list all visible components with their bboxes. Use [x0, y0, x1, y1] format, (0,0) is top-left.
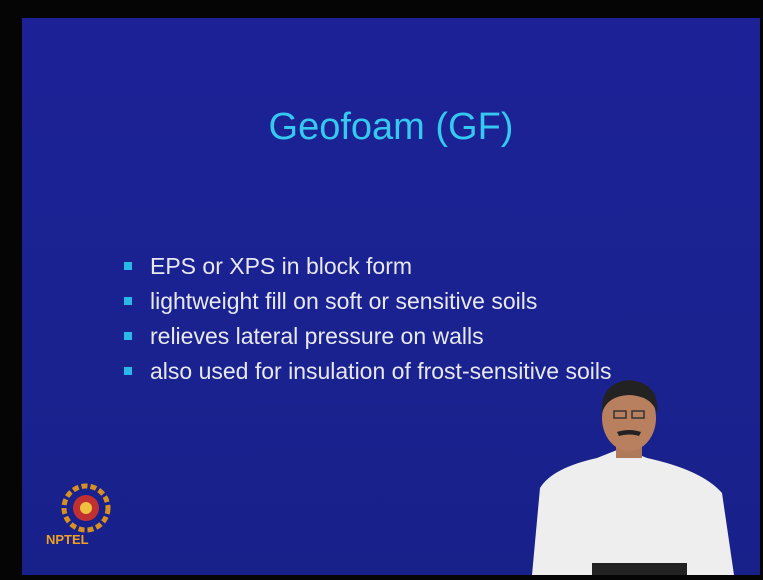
bullet: also used for insulation of frost-sensit…: [122, 357, 675, 385]
logo: [61, 483, 111, 533]
bullet: EPS or XPS in block form: [122, 252, 675, 280]
slide-title: Geofoam (GF): [268, 106, 514, 148]
bullet: relieves lateral pressure on walls: [122, 322, 675, 350]
logo-text: NPTEL: [46, 532, 89, 547]
bullet-list: EPS or XPS in block form lightweight fill…: [122, 252, 675, 392]
slide: Geofoam (GF) EPS or XPS in block form lig…: [22, 18, 760, 575]
bullet: lightweight fill on soft or sensitive so…: [122, 287, 675, 315]
presenter: [532, 380, 734, 575]
